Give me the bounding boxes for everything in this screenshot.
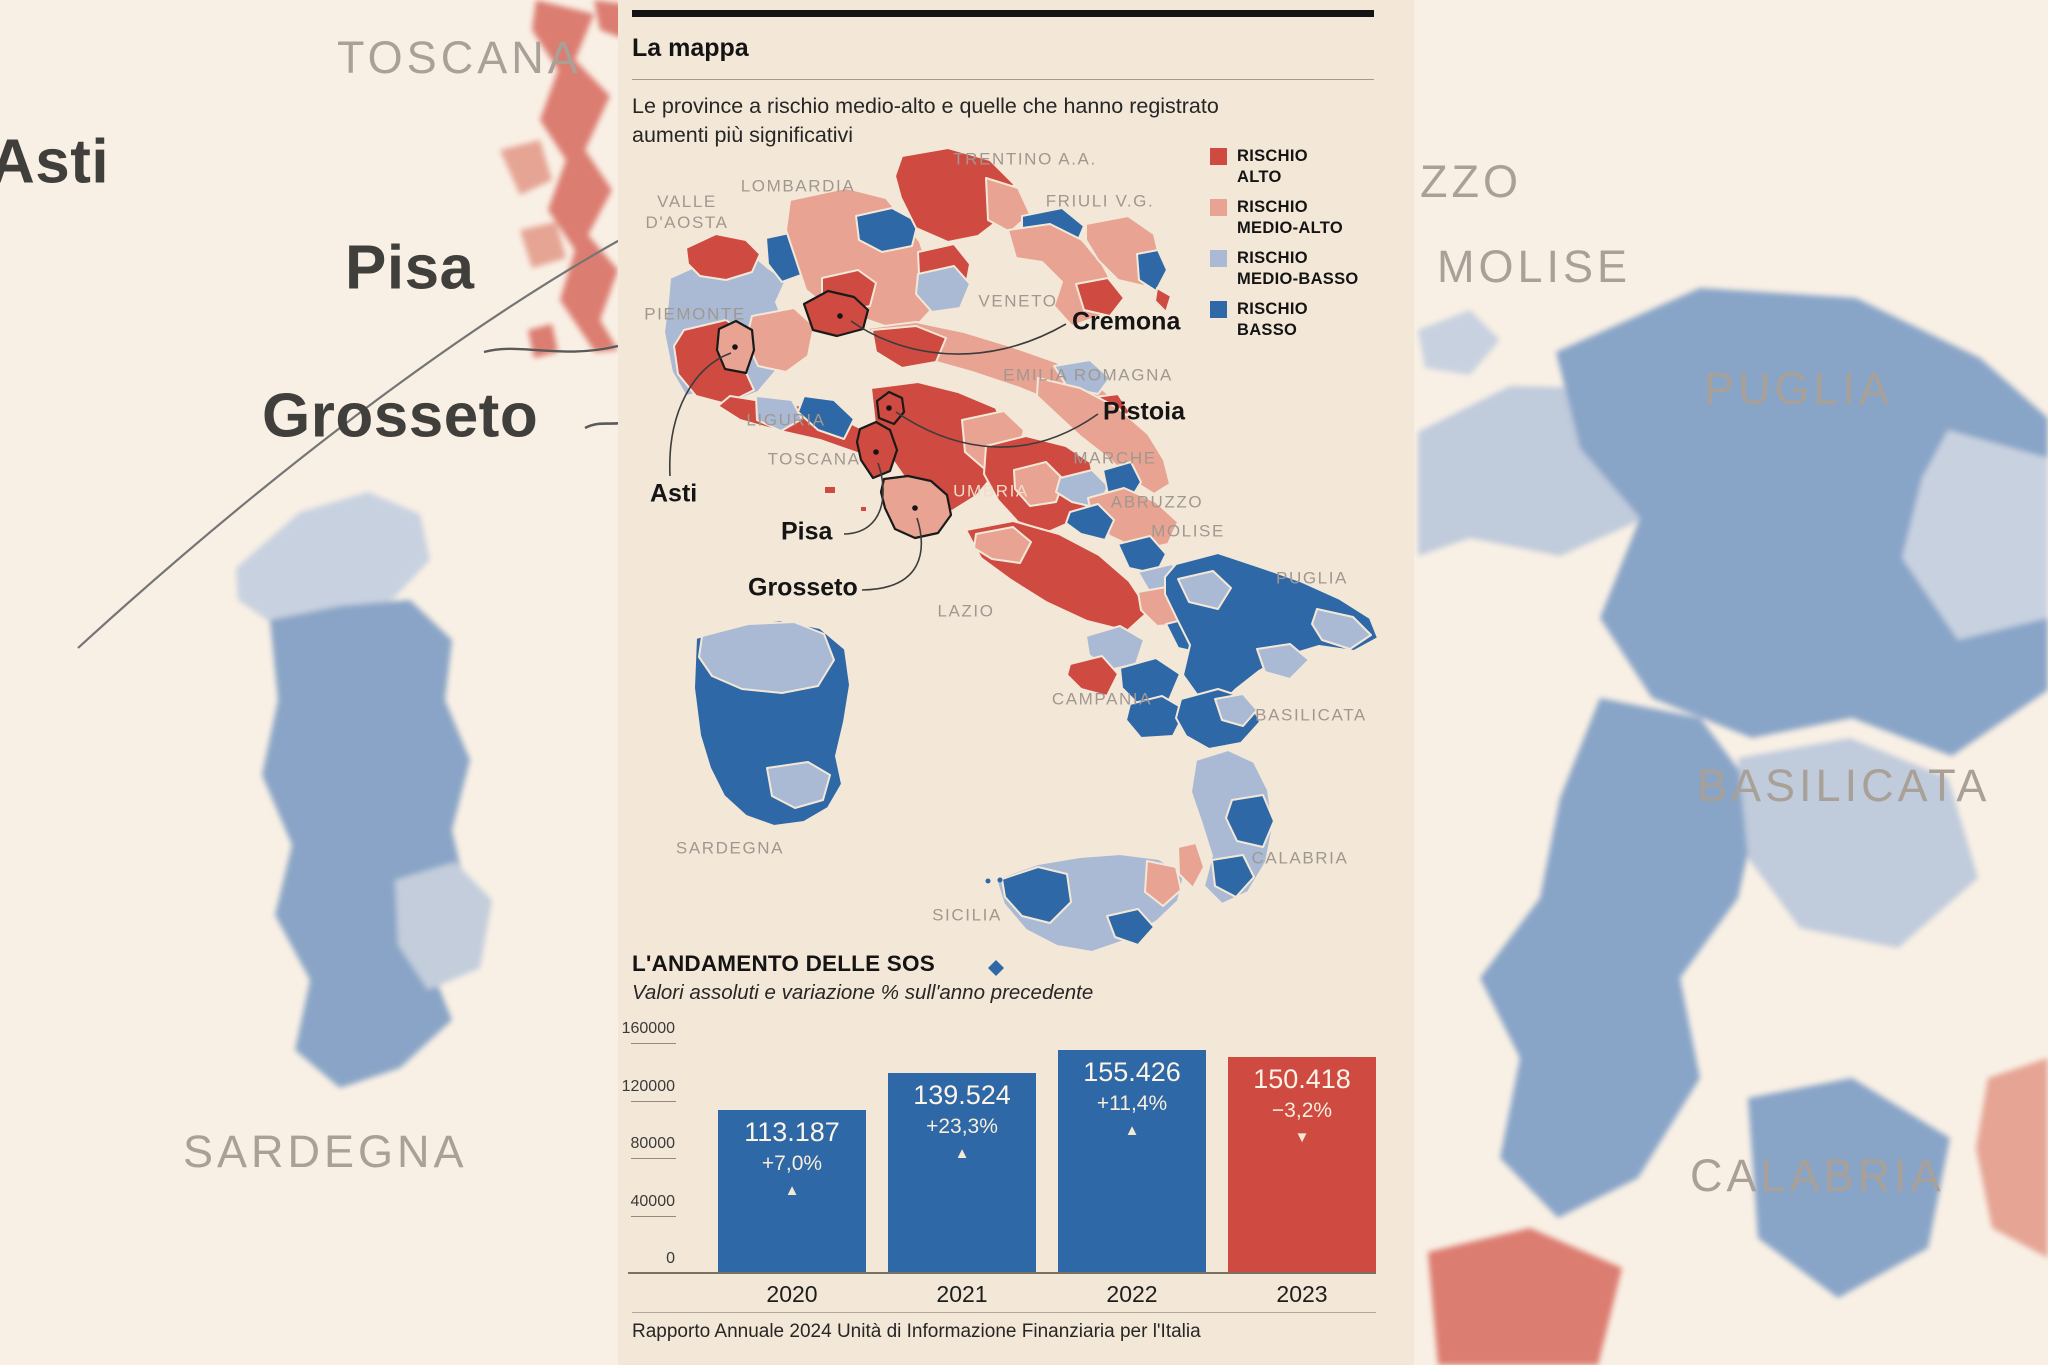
y-axis-tick-label: 160000 (621, 1020, 675, 1038)
map-region-label: LIGURIA (746, 410, 826, 430)
province-callout-label: Pisa (781, 517, 833, 546)
map-region-label: MOLISE (1151, 521, 1225, 541)
province-callout-label: Grosseto (748, 573, 858, 602)
arrow-up-icon: ▲ (1124, 1122, 1140, 1139)
color-swatch-icon (1210, 301, 1227, 318)
x-axis-line (628, 1272, 1376, 1274)
info-panel: La mappa Le province a rischio medio-alt… (618, 0, 1414, 1365)
bar-change-label: +7,0% (761, 1152, 823, 1175)
y-axis-tick (631, 1216, 676, 1217)
bar-2022: 155.426 +11,4% ▲ (1058, 1050, 1206, 1273)
y-axis-tick-label: 40000 (630, 1192, 676, 1210)
color-swatch-icon (1210, 148, 1227, 165)
background-label: TOSCANA (337, 32, 582, 83)
background-map-shapes (236, 0, 2048, 1365)
x-axis-label: 2022 (1106, 1281, 1158, 1307)
province-callout-label: Asti (650, 479, 698, 508)
map-region-label: MARCHE (1073, 448, 1157, 468)
map-region-label: ABRUZZO (1110, 492, 1204, 512)
x-axis-label: 2023 (1276, 1281, 1328, 1307)
map-region-label: TOSCANA (767, 449, 861, 469)
bar-change-label: −3,2% (1271, 1099, 1333, 1122)
chart-bottom-rule (632, 1312, 1376, 1313)
y-axis-tick-label: 120000 (621, 1077, 675, 1095)
bar-value-label: 150.418 (1253, 1064, 1351, 1094)
subtitle-line2: aumenti più significativi (632, 123, 854, 147)
x-axis-label: 2021 (936, 1281, 988, 1307)
province-callout-label: Cremona (1072, 307, 1181, 336)
background-label: BASILICATA (1697, 760, 1991, 811)
map-region-label: SICILIA (932, 905, 1002, 925)
background-label: CALABRIA (1690, 1150, 1945, 1201)
y-axis-tick-label: 0 (666, 1250, 675, 1267)
y-axis-tick (631, 1043, 676, 1044)
subtitle-line1: Le province a rischio medio-alto e quell… (632, 94, 1219, 118)
legend-item: RISCHIO ALTO (1210, 146, 1359, 188)
map-region-label: SARDEGNA (675, 838, 785, 858)
bar-2020: 113.187 +7,0% ▲ (718, 1110, 866, 1273)
page-title: La mappa (632, 34, 749, 62)
color-swatch-icon (1210, 250, 1227, 267)
y-axis-tick (631, 1158, 676, 1159)
legend: RISCHIO ALTO RISCHIO MEDIO-ALTO RISCHIO ME… (1210, 146, 1359, 350)
color-swatch-icon (1210, 199, 1227, 216)
divider (632, 79, 1374, 80)
legend-label: RISCHIO MEDIO-ALTO (1237, 198, 1343, 237)
legend-item: RISCHIO BASSO (1210, 299, 1359, 341)
legend-label: RISCHIO BASSO (1237, 300, 1308, 339)
arrow-up-icon: ▲ (784, 1182, 800, 1199)
bar-chart: L'ANDAMENTO DELLE SOS Valori assoluti e … (618, 0, 1414, 1365)
background-label: SARDEGNA (183, 1126, 468, 1177)
legend-label: RISCHIO MEDIO-BASSO (1237, 249, 1359, 288)
province-callout-label: Pistoia (1103, 397, 1185, 426)
background-label: MOLISE (1437, 241, 1632, 292)
map-region-label: UMBRIA (953, 481, 1029, 501)
map-region-label: EMILIA ROMAGNA (1003, 365, 1173, 385)
background-label: Asti (0, 127, 110, 197)
top-accent-bar (632, 10, 1374, 17)
bar-value-label: 155.426 (1083, 1057, 1181, 1087)
map-region-label: FRIULI V.G. (1045, 191, 1155, 211)
map-region-label: PIEMONTE (644, 304, 746, 324)
map-region-label: LAZIO (937, 601, 995, 621)
arrow-up-icon: ▲ (954, 1145, 970, 1162)
map-region-label: BASILICATA (1255, 705, 1367, 725)
map-region-label: VENETO (978, 291, 1058, 311)
y-axis-tick (631, 1101, 676, 1102)
bar-value-label: 139.524 (913, 1080, 1011, 1110)
map-region-label: PUGLIA (1276, 568, 1348, 588)
map-region-label: VALLE D'AOSTA (645, 192, 729, 232)
legend-item: RISCHIO MEDIO-ALTO (1210, 197, 1359, 239)
background-label: Pisa (345, 233, 475, 303)
x-axis-label: 2020 (766, 1281, 818, 1307)
bar-2023: 150.418 −3,2% ▼ (1228, 1057, 1376, 1273)
map-region-label: CAMPANIA (1051, 689, 1153, 709)
legend-item: RISCHIO MEDIO-BASSO (1210, 248, 1359, 290)
subtitle: Le province a rischio medio-alto e quell… (632, 92, 1219, 150)
background-label: ZZO (1420, 156, 1522, 207)
bar-change-label: +11,4% (1096, 1092, 1168, 1115)
background-label: Grosseto (262, 381, 539, 451)
source-note: Rapporto Annuale 2024 Unità di Informazi… (632, 1321, 1201, 1342)
bar-2021: 139.524 +23,3% ▲ (888, 1073, 1036, 1273)
chart-subtitle: Valori assoluti e variazione % sull'anno… (632, 981, 1094, 1004)
bar-value-label: 113.187 (744, 1117, 840, 1147)
map-region-label: CALABRIA (1251, 848, 1349, 868)
chart-title: L'ANDAMENTO DELLE SOS (632, 951, 935, 976)
background-label: PUGLIA (1704, 363, 1894, 414)
y-axis-tick-label: 80000 (630, 1135, 676, 1153)
map-region-label: TRENTINO A.A. (953, 149, 1097, 169)
bar-change-label: +23,3% (926, 1115, 998, 1138)
map-region-label: LOMBARDIA (740, 176, 856, 196)
legend-label: RISCHIO ALTO (1237, 147, 1308, 186)
arrow-down-icon: ▼ (1294, 1129, 1310, 1146)
